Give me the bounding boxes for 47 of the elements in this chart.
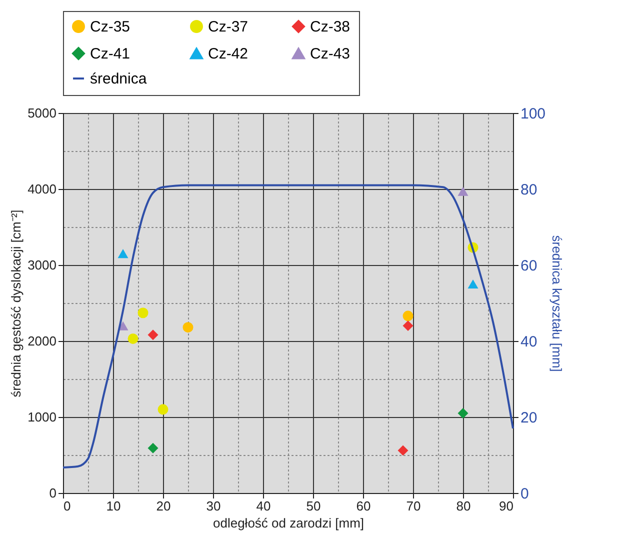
x-tick-label: 50 xyxy=(306,498,321,514)
y2-tick-label: 60 xyxy=(520,258,538,274)
point xyxy=(128,333,138,344)
y2-axis-title: średnica kryształu [mm] xyxy=(550,235,565,372)
y2-tick-label: 20 xyxy=(520,410,538,426)
x-tick-label: 10 xyxy=(106,498,121,514)
legend-label: Cz-43 xyxy=(310,46,350,62)
legend-label: Cz-41 xyxy=(90,46,130,62)
x-tick-label: 30 xyxy=(206,498,221,514)
y-axis-title: średnia gęstość dyslokacji [cm⁻²] xyxy=(8,210,24,398)
y2-tick-label: 0 xyxy=(520,486,529,502)
point xyxy=(158,404,168,415)
y-tick-label: 4000 xyxy=(28,182,56,196)
point xyxy=(402,320,414,332)
point xyxy=(182,322,194,333)
x-tick-label: 40 xyxy=(256,498,271,514)
point xyxy=(118,249,128,258)
legend-label: Cz-35 xyxy=(90,18,130,36)
x-tick-label: 20 xyxy=(156,498,171,514)
x-tick-label: 80 xyxy=(456,498,471,514)
point xyxy=(468,279,478,289)
y2-tick-label: 80 xyxy=(520,182,538,198)
y-tick-label: 5000 xyxy=(28,106,56,120)
y-tick-label: 1000 xyxy=(28,410,56,424)
x-tick-label: 0 xyxy=(64,498,71,514)
point xyxy=(148,330,158,340)
point xyxy=(148,442,158,454)
legend-label: Cz-38 xyxy=(310,18,350,36)
legend-label: Cz-37 xyxy=(208,18,248,36)
y-tick-label: 2000 xyxy=(28,334,56,348)
y-tick-label: 0 xyxy=(49,486,56,500)
line-series xyxy=(62,184,514,469)
point xyxy=(398,445,408,456)
y2-tick-label: 40 xyxy=(520,334,538,350)
point xyxy=(402,310,414,322)
point xyxy=(458,186,468,196)
y2-tick-label: 100 xyxy=(520,106,546,122)
x-axis-title: odległość od zarodzi [mm] xyxy=(212,516,364,530)
point xyxy=(458,408,468,418)
legend-label: Cz-42 xyxy=(208,46,248,62)
x-tick-label: 90 xyxy=(499,498,514,514)
x-tick-label: 70 xyxy=(406,498,421,514)
y-tick-label: 3000 xyxy=(28,258,56,272)
legend-label: średnica xyxy=(90,70,148,88)
point xyxy=(118,321,128,330)
x-tick-label: 60 xyxy=(356,498,371,514)
point xyxy=(138,308,148,318)
